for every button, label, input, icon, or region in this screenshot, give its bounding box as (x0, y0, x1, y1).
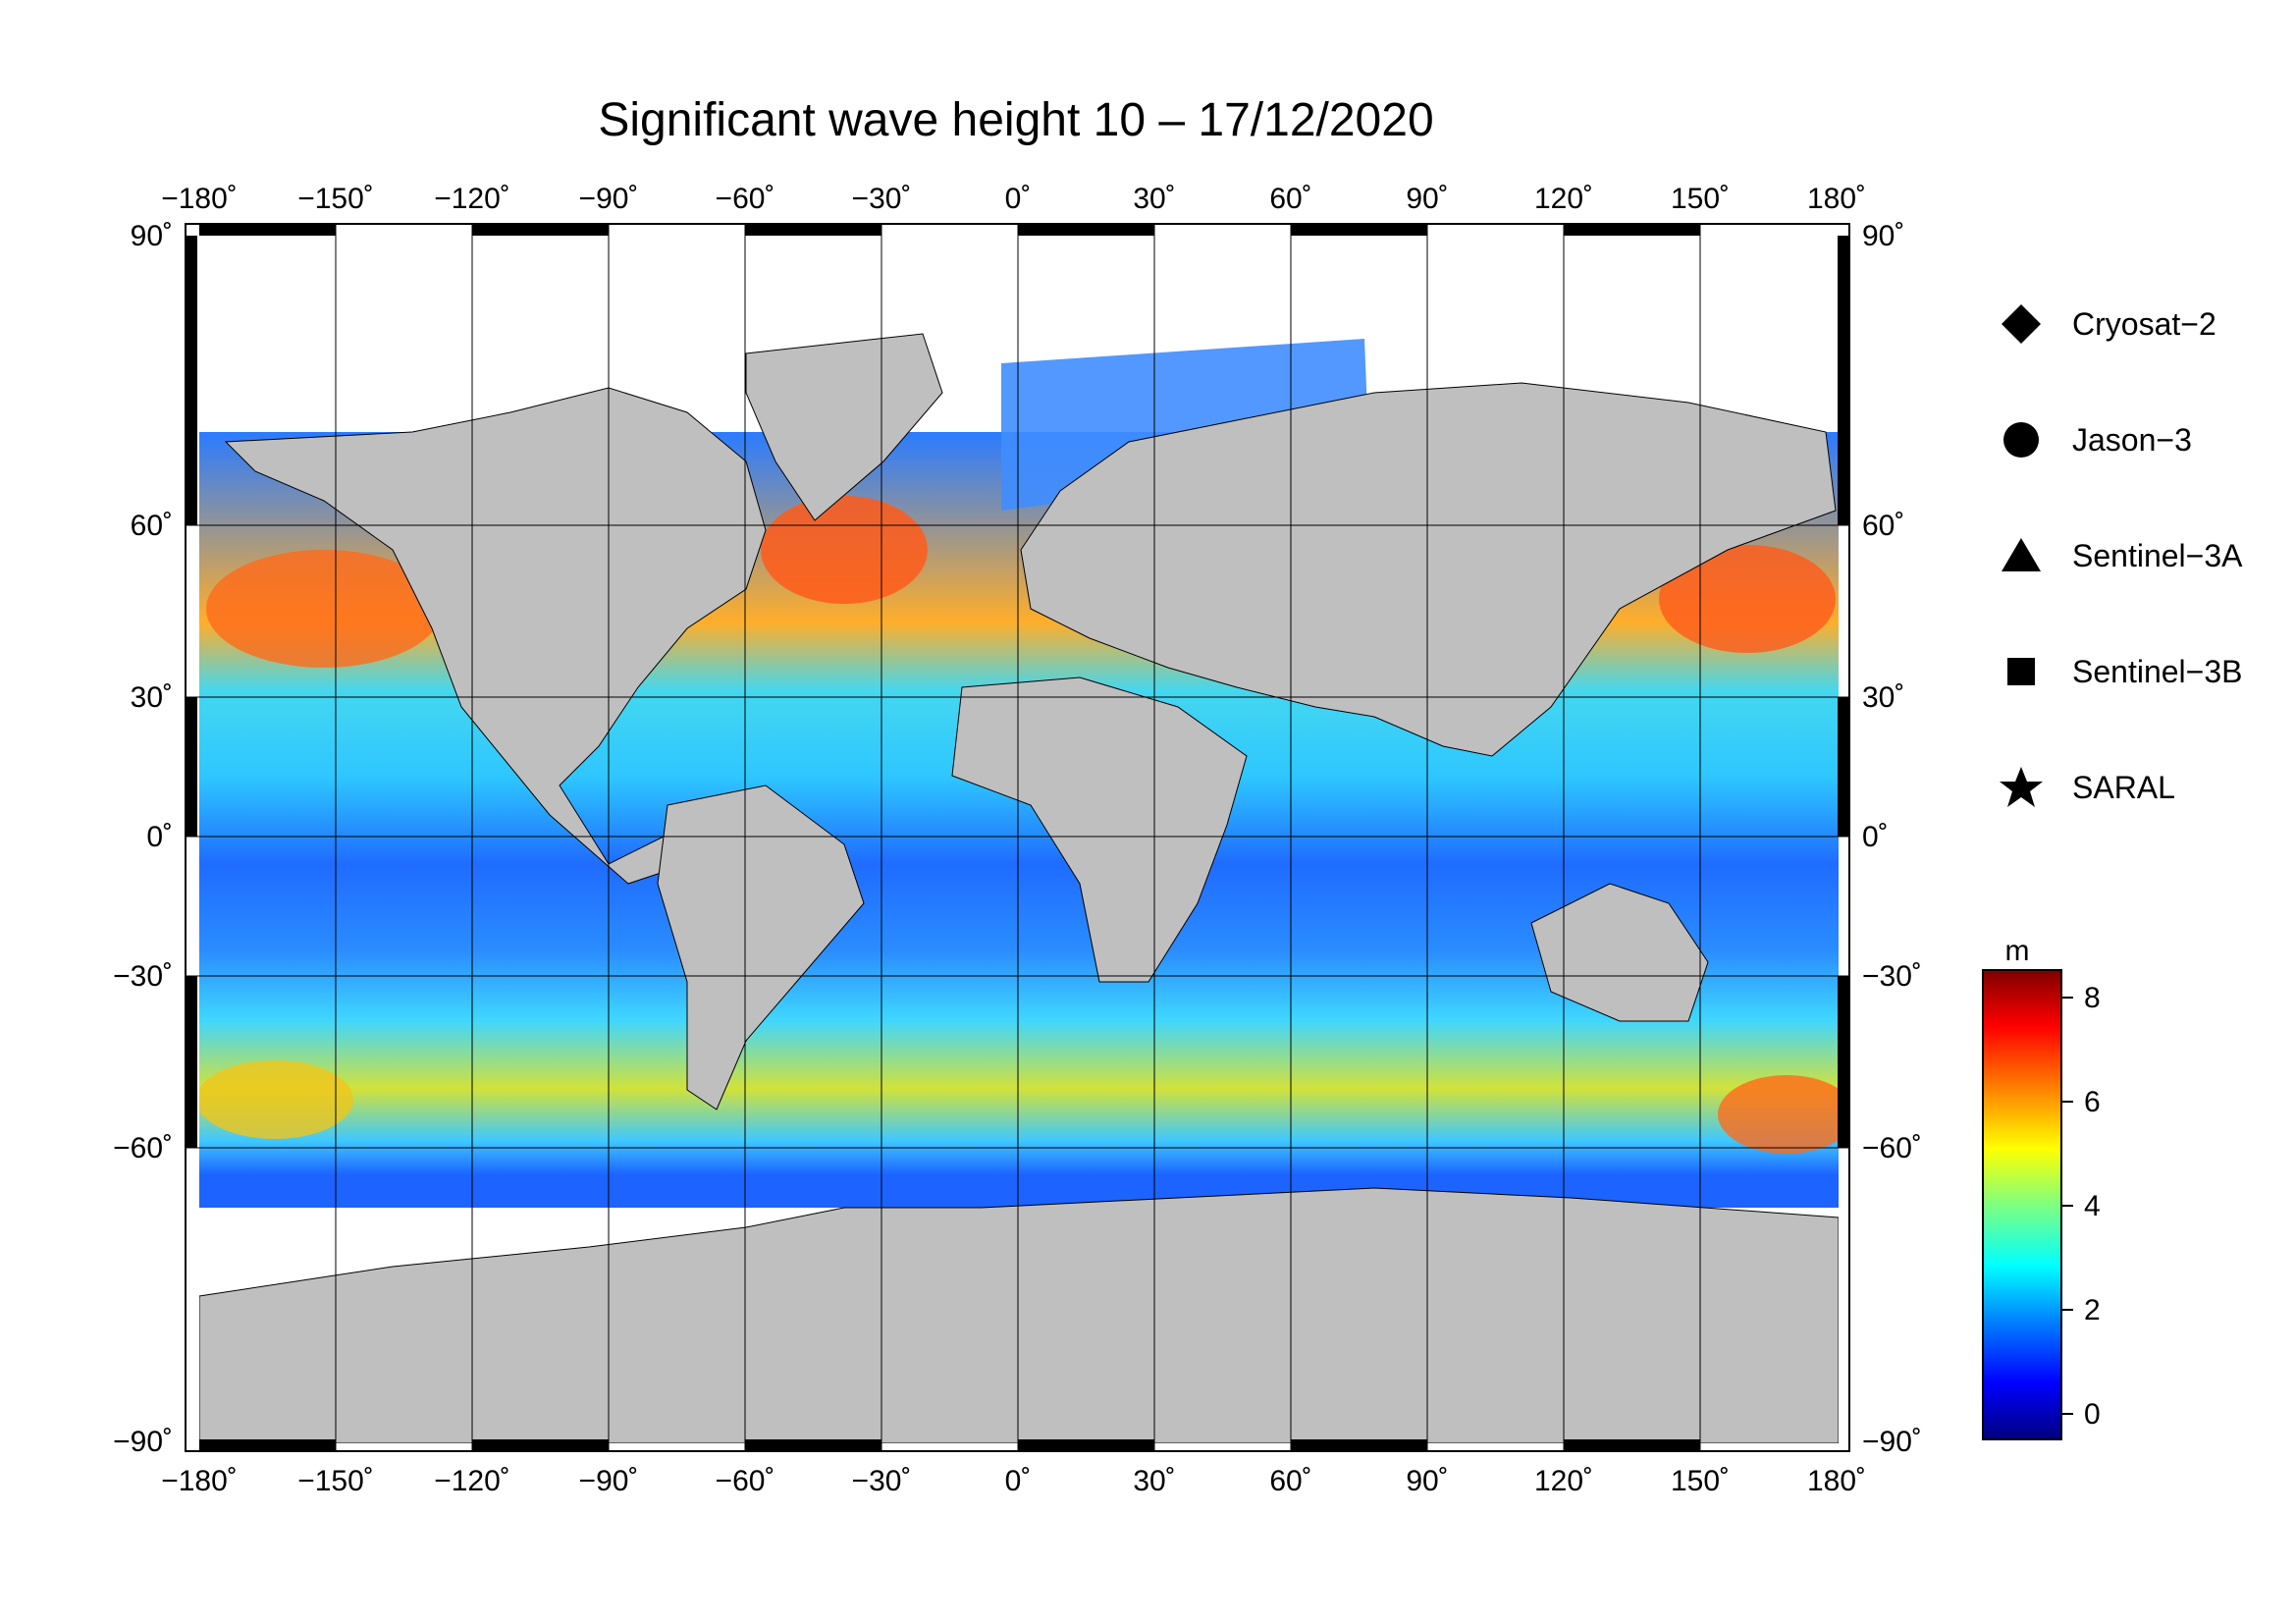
legend-item-cryosat: Cryosat−2 (1998, 299, 2216, 349)
lon-tick-top: −120˚ (434, 183, 510, 215)
lon-tick-top: 60˚ (1269, 183, 1311, 215)
lon-tick-top: −180˚ (161, 183, 238, 215)
lat-tick-right: 90˚ (1862, 220, 1904, 252)
land-south-america (657, 784, 865, 1110)
square-icon (2007, 658, 2035, 685)
lon-tick-top: −30˚ (852, 183, 912, 215)
circle-icon (2003, 422, 2039, 458)
legend-label: SARAL (2072, 769, 2175, 805)
colorbar-unit: m (2005, 935, 2030, 967)
legend-label: Sentinel−3B (2072, 653, 2243, 689)
lon-tick-bottom: 120˚ (1534, 1465, 1593, 1497)
colorbar-tick: 4 (2084, 1190, 2101, 1222)
lon-tick-bottom: 0˚ (1005, 1465, 1032, 1497)
colorbar-tick: 0 (2084, 1398, 2101, 1431)
lat-tick-left: −90˚ (113, 1426, 173, 1458)
legend-item-sentinel-3a: Sentinel−3A (1998, 531, 2242, 580)
lon-tick-bottom: 180˚ (1807, 1465, 1866, 1497)
swh-high-south-pacific (199, 1060, 353, 1139)
map-body (199, 333, 1839, 1443)
triangle-icon (2002, 538, 2041, 571)
lon-tick-bottom: 60˚ (1269, 1465, 1311, 1497)
lon-tick-bottom: −180˚ (161, 1465, 238, 1497)
colorbar-tick: 8 (2084, 982, 2101, 1014)
lon-tick-top: −90˚ (579, 183, 639, 215)
lat-tick-left: 30˚ (131, 681, 173, 714)
lon-tick-bottom: 150˚ (1671, 1465, 1730, 1497)
lon-tick-top: −60˚ (716, 183, 775, 215)
lon-tick-bottom: 90˚ (1406, 1465, 1448, 1497)
swh-high-north-atlantic (761, 496, 928, 604)
star-icon (2000, 767, 2043, 807)
diamond-icon (2002, 304, 2041, 344)
graticule (186, 224, 1849, 1451)
swh-high-west-pacific (1659, 545, 1836, 653)
lon-tick-top: 120˚ (1534, 183, 1593, 215)
lon-tick-top: 30˚ (1133, 183, 1175, 215)
lon-tick-top: −150˚ (297, 183, 374, 215)
lat-tick-left: 90˚ (131, 220, 173, 252)
lat-tick-left: 0˚ (146, 821, 173, 853)
lat-tick-right: −30˚ (1862, 960, 1922, 993)
lon-tick-bottom: −120˚ (434, 1465, 510, 1497)
lat-tick-right: 0˚ (1862, 821, 1889, 853)
lat-tick-right: 60˚ (1862, 510, 1904, 542)
lat-tick-right: −90˚ (1862, 1426, 1922, 1458)
lat-tick-left: −60˚ (113, 1132, 173, 1164)
land-eurasia (1020, 382, 1837, 757)
legend-item-sentinel-3b: Sentinel−3B (1998, 647, 2242, 696)
legend-label: Jason−3 (2072, 421, 2192, 458)
map-outline (185, 223, 1850, 1452)
lon-tick-bottom: −60˚ (716, 1465, 775, 1497)
swh-high-south-pacific-east (1718, 1075, 1839, 1154)
map-border (186, 224, 1849, 1451)
lat-ticks-left: 90˚ 60˚ 30˚ 0˚ −30˚ −60˚ −90˚ (113, 220, 173, 1458)
colorbar-tick: 2 (2084, 1294, 2101, 1326)
colorbar: m 8 6 4 2 0 (1982, 935, 2101, 1440)
lat-tick-left: 60˚ (131, 510, 173, 542)
colorbar-tick: 6 (2084, 1086, 2101, 1118)
legend-item-jason: Jason−3 (1998, 415, 2192, 464)
lon-tick-bottom: −30˚ (852, 1465, 912, 1497)
land-greenland (745, 333, 943, 521)
land-north-america (224, 387, 767, 885)
lon-tick-top: 90˚ (1406, 183, 1448, 215)
lon-tick-bottom: 30˚ (1133, 1465, 1175, 1497)
lon-tick-top: 150˚ (1671, 183, 1730, 215)
lat-tick-right: 30˚ (1862, 681, 1904, 714)
lon-ticks-top: −180˚ −150˚ −120˚ −90˚ −60˚ −30˚ 0˚ 30˚ … (161, 183, 1866, 215)
legend-label: Cryosat−2 (2072, 305, 2216, 342)
swh-high-north-pacific (206, 550, 442, 668)
lat-tick-right: −60˚ (1862, 1132, 1922, 1164)
lat-ticks-right: 90˚ 60˚ 30˚ 0˚ −30˚ −60˚ −90˚ (1862, 220, 1922, 1458)
lon-ticks-bottom: −180˚ −150˚ −120˚ −90˚ −60˚ −30˚ 0˚ 30˚ … (161, 1465, 1866, 1497)
lat-tick-left: −30˚ (113, 960, 173, 993)
lon-tick-top: 0˚ (1005, 183, 1032, 215)
legend-item-saral: SARAL (1998, 763, 2175, 812)
colorbar-ramp (1982, 969, 2062, 1440)
lon-tick-bottom: −90˚ (579, 1465, 639, 1497)
lon-tick-top: 180˚ (1807, 183, 1866, 215)
legend-label: Sentinel−3A (2072, 537, 2243, 573)
map-title: Significant wave height 10 – 17/12/2020 (598, 94, 1434, 146)
lon-tick-bottom: −150˚ (297, 1465, 374, 1497)
land-australia (1530, 883, 1709, 1022)
